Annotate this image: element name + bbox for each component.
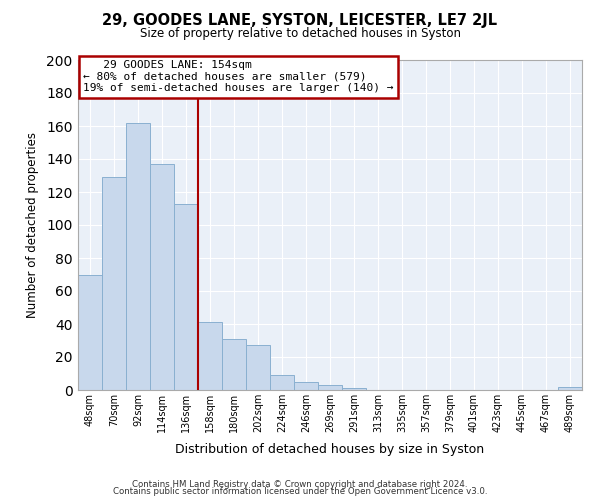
Bar xyxy=(174,204,198,390)
Bar xyxy=(318,385,342,390)
Bar xyxy=(558,386,582,390)
Bar xyxy=(150,164,174,390)
Bar xyxy=(102,177,126,390)
Bar xyxy=(126,122,150,390)
Bar xyxy=(222,339,246,390)
Bar xyxy=(270,375,294,390)
Text: Size of property relative to detached houses in Syston: Size of property relative to detached ho… xyxy=(139,28,461,40)
Text: Contains HM Land Registry data © Crown copyright and database right 2024.: Contains HM Land Registry data © Crown c… xyxy=(132,480,468,489)
Text: 29 GOODES LANE: 154sqm
← 80% of detached houses are smaller (579)
19% of semi-de: 29 GOODES LANE: 154sqm ← 80% of detached… xyxy=(83,60,394,93)
Bar xyxy=(294,382,318,390)
X-axis label: Distribution of detached houses by size in Syston: Distribution of detached houses by size … xyxy=(175,444,485,456)
Y-axis label: Number of detached properties: Number of detached properties xyxy=(26,132,39,318)
Bar xyxy=(78,274,102,390)
Text: 29, GOODES LANE, SYSTON, LEICESTER, LE7 2JL: 29, GOODES LANE, SYSTON, LEICESTER, LE7 … xyxy=(103,12,497,28)
Bar xyxy=(198,322,222,390)
Bar xyxy=(246,346,270,390)
Bar xyxy=(342,388,366,390)
Text: Contains public sector information licensed under the Open Government Licence v3: Contains public sector information licen… xyxy=(113,487,487,496)
